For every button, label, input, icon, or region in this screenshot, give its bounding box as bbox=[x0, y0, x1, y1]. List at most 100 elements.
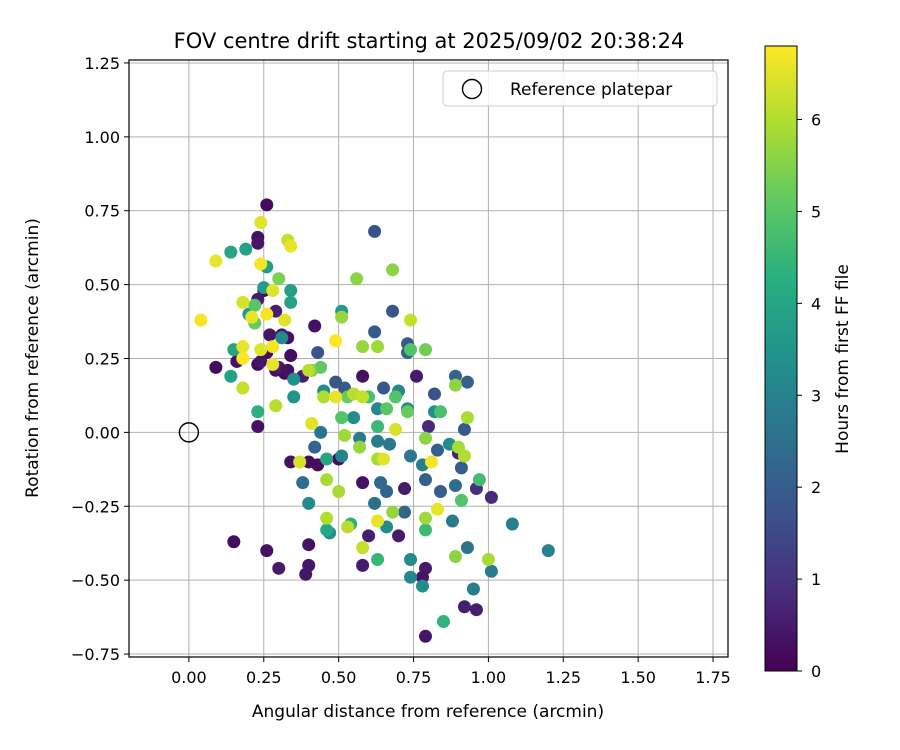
scatter-point bbox=[398, 505, 412, 519]
scatter-point bbox=[377, 452, 391, 466]
scatter-point bbox=[460, 411, 474, 425]
scatter-point bbox=[254, 343, 268, 357]
scatter-point bbox=[422, 419, 435, 433]
scatter-point bbox=[302, 363, 316, 377]
scatter-point bbox=[445, 514, 459, 528]
scatter-point bbox=[239, 242, 253, 256]
x-tick-label: 0.25 bbox=[246, 668, 282, 687]
scatter-point bbox=[454, 493, 468, 507]
scatter-point bbox=[389, 422, 403, 436]
scatter-point bbox=[401, 405, 415, 419]
scatter-point bbox=[302, 496, 316, 510]
scatter-point bbox=[362, 529, 376, 543]
scatter-point bbox=[457, 600, 471, 614]
scatter-point bbox=[284, 295, 298, 309]
scatter-point bbox=[419, 523, 433, 537]
y-tick-label: 1.25 bbox=[84, 54, 120, 73]
colorbar-tick-label: 5 bbox=[811, 202, 821, 221]
scatter-point bbox=[430, 502, 444, 516]
scatter-point bbox=[356, 369, 370, 383]
scatter-point bbox=[260, 198, 274, 212]
scatter-point bbox=[460, 541, 474, 555]
scatter-point bbox=[386, 304, 400, 318]
scatter-point bbox=[338, 428, 352, 442]
scatter-point bbox=[209, 360, 223, 374]
scatter-point bbox=[404, 552, 418, 566]
scatter-point bbox=[224, 369, 238, 383]
scatter-point bbox=[251, 405, 265, 419]
scatter-point bbox=[371, 419, 385, 433]
scatter-point bbox=[371, 552, 385, 566]
scatter-point bbox=[353, 440, 367, 454]
scatter-point bbox=[278, 313, 292, 327]
x-axis-label: Angular distance from reference (arcmin) bbox=[252, 702, 604, 722]
scatter-point bbox=[350, 272, 364, 286]
scatter-point bbox=[260, 307, 274, 321]
scatter-point bbox=[356, 340, 370, 354]
scatter-point bbox=[419, 473, 433, 487]
scatter-point bbox=[272, 272, 286, 286]
scatter-point bbox=[332, 484, 346, 498]
chart-title: FOV centre drift starting at 2025/09/02 … bbox=[174, 29, 685, 53]
y-tick-label: 0.75 bbox=[84, 202, 120, 221]
scatter-point bbox=[457, 422, 471, 436]
scatter-point bbox=[254, 354, 268, 368]
colorbar-label: Hours from first FF file bbox=[833, 264, 853, 454]
legend: Reference platepar bbox=[442, 70, 718, 107]
x-tick-label: 1.00 bbox=[471, 668, 507, 687]
scatter-point bbox=[433, 484, 447, 498]
colorbar-tick-label: 6 bbox=[811, 111, 821, 130]
reference-marker-layer bbox=[178, 422, 200, 443]
scatter-point bbox=[227, 535, 241, 549]
scatter-point bbox=[311, 346, 325, 360]
scatter-point bbox=[481, 552, 495, 566]
scatter-point bbox=[541, 544, 555, 558]
scatter-point bbox=[245, 310, 259, 324]
scatter-point bbox=[329, 334, 343, 348]
scatter-point bbox=[380, 402, 394, 416]
legend-box bbox=[442, 70, 718, 107]
scatter-point bbox=[320, 523, 334, 537]
scatter-point bbox=[251, 419, 265, 433]
reference-platepar-marker bbox=[178, 422, 200, 443]
colorbar-tick-label: 2 bbox=[811, 478, 821, 497]
scatter-point bbox=[460, 375, 474, 389]
scatter-point bbox=[383, 437, 397, 451]
scatter-point bbox=[284, 284, 298, 298]
scatter-point bbox=[194, 313, 208, 327]
scatter-point bbox=[269, 399, 283, 413]
scatter-point bbox=[436, 615, 450, 629]
scatter-point bbox=[392, 529, 406, 543]
scatter-point bbox=[448, 550, 462, 564]
scatter-point bbox=[368, 496, 382, 510]
scatter-point bbox=[433, 405, 447, 419]
scatter-point bbox=[308, 440, 322, 454]
y-axis-ticks: −0.75 −0.50 −0.25 0.00 0.25 0.50 0.75 1.00 1.25 bbox=[71, 54, 129, 664]
scatter-point bbox=[472, 473, 486, 487]
scatter-point bbox=[296, 476, 310, 490]
scatter-point bbox=[284, 455, 298, 469]
scatter-point bbox=[236, 295, 250, 309]
scatter-point bbox=[484, 490, 498, 504]
scatter-points bbox=[194, 198, 555, 643]
scatter-point bbox=[404, 449, 418, 463]
x-tick-label: 0.75 bbox=[396, 668, 432, 687]
scatter-point bbox=[209, 254, 223, 268]
colorbar-tick-label: 3 bbox=[811, 386, 821, 405]
scatter-point bbox=[335, 310, 349, 324]
scatter-point bbox=[299, 567, 313, 581]
scatter-point bbox=[248, 298, 262, 312]
scatter-point bbox=[305, 417, 319, 431]
x-tick-label: 1.50 bbox=[620, 668, 656, 687]
scatter-point bbox=[329, 390, 343, 404]
x-tick-label: 1.75 bbox=[695, 668, 731, 687]
scatter-point bbox=[284, 239, 298, 253]
scatter-point bbox=[356, 541, 370, 555]
scatter-point bbox=[251, 236, 265, 250]
scatter-point bbox=[335, 411, 349, 425]
scatter-point bbox=[320, 511, 334, 525]
colorbar-tick-label: 0 bbox=[811, 662, 821, 681]
scatter-point bbox=[419, 343, 433, 357]
scatter-point bbox=[404, 313, 418, 327]
